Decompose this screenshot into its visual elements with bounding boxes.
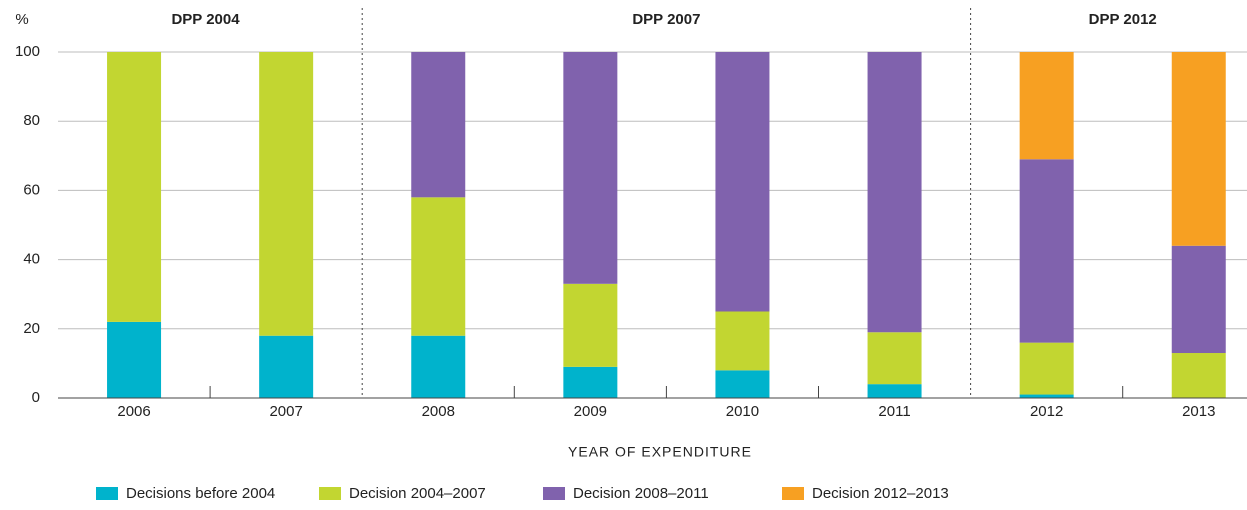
- group-label: DPP 2004: [171, 11, 240, 28]
- x-tick-label: 2006: [117, 403, 150, 420]
- x-tick-label: 2013: [1182, 403, 1215, 420]
- bar-segment: [411, 52, 466, 198]
- bar-segment: [563, 366, 618, 398]
- x-tick-label: 2011: [878, 403, 910, 420]
- bar-segment: [867, 332, 922, 385]
- bar-segment: [715, 52, 770, 312]
- legend-swatch: [782, 487, 804, 500]
- x-tick-label: 2010: [726, 403, 759, 420]
- legend-label: Decision 2012–2013: [812, 485, 949, 502]
- legend-label: Decisions before 2004: [126, 485, 275, 502]
- y-tick-label: 20: [23, 320, 40, 337]
- y-tick-label: 40: [23, 251, 40, 268]
- bar-segment: [1171, 52, 1226, 246]
- group-label: DPP 2012: [1089, 11, 1157, 28]
- bar-segment: [107, 321, 162, 398]
- bar-segment: [563, 283, 618, 367]
- legend-label: Decision 2004–2007: [349, 485, 486, 502]
- legend-swatch: [319, 487, 341, 500]
- bar-segment: [1019, 52, 1074, 160]
- legend-swatch: [543, 487, 565, 500]
- x-tick-label: 2007: [269, 403, 302, 420]
- x-axis-title: YEAR OF EXPENDITURE: [568, 444, 752, 460]
- x-tick-label: 2012: [1030, 403, 1063, 420]
- y-tick-label: 80: [23, 112, 40, 129]
- bar-segment: [867, 52, 922, 333]
- x-tick-label: 2009: [574, 403, 607, 420]
- bar-segment: [1171, 353, 1226, 398]
- x-tick-label: 2008: [422, 403, 455, 420]
- bar-segment: [411, 197, 466, 336]
- bar-segment: [1019, 394, 1074, 398]
- bar-segment: [1171, 245, 1226, 354]
- bar-segment: [259, 335, 314, 398]
- bar-segment: [715, 370, 770, 398]
- y-axis-label: %: [15, 11, 28, 28]
- bar-segment: [563, 52, 618, 284]
- y-tick-label: 60: [23, 181, 40, 198]
- y-tick-label: 0: [32, 389, 40, 406]
- bar-segment: [867, 384, 922, 398]
- group-label: DPP 2007: [632, 11, 700, 28]
- bar-segment: [715, 311, 770, 371]
- y-tick-label: 100: [15, 43, 40, 60]
- bar-segment: [1019, 159, 1074, 343]
- legend-label: Decision 2008–2011: [573, 485, 709, 502]
- bar-segment: [107, 52, 162, 322]
- bar-segment: [259, 52, 314, 336]
- legend-swatch: [96, 487, 118, 500]
- bar-segment: [1019, 342, 1074, 395]
- bar-segment: [411, 335, 466, 398]
